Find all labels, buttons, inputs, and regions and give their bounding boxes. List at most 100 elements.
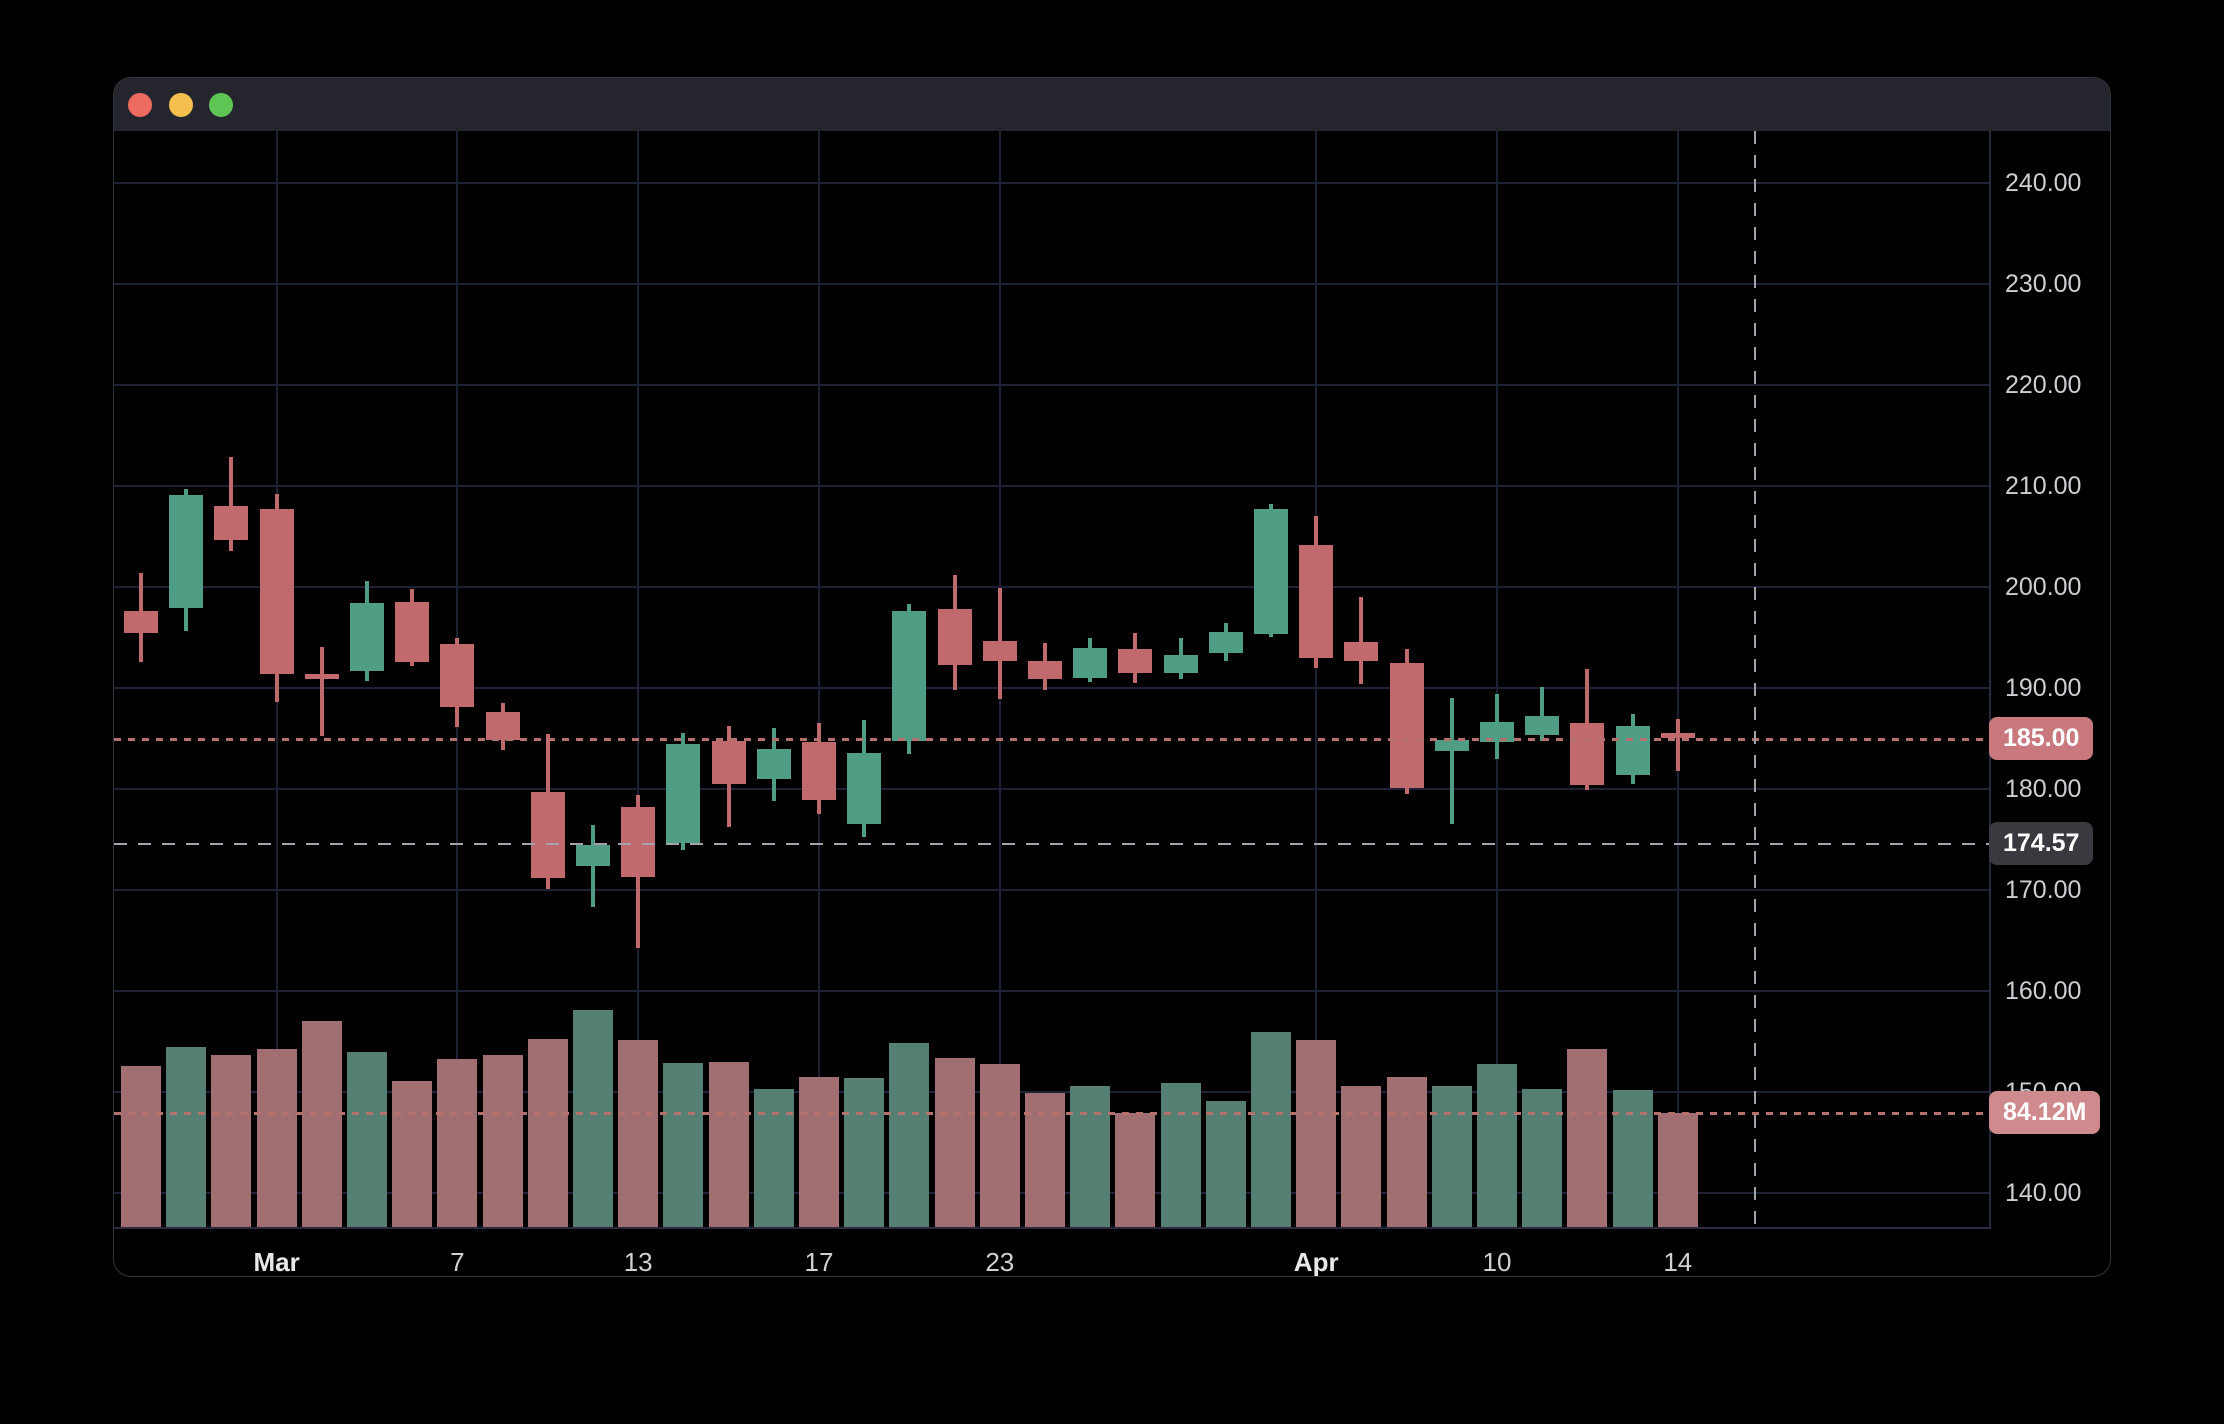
time-gridline <box>637 131 640 1227</box>
time-axis-border[interactable] <box>114 1227 1991 1229</box>
candle-body <box>982 640 1017 661</box>
candle-body <box>937 609 972 665</box>
time-gridline <box>1676 131 1679 1227</box>
price-gridline <box>114 283 1989 285</box>
candle-wick <box>1540 686 1545 741</box>
volume-bar <box>1205 1100 1246 1227</box>
price-axis-border[interactable] <box>1989 131 1991 1227</box>
candle-wick <box>1449 698 1454 825</box>
candle-wick <box>229 456 234 551</box>
candle-wick <box>591 825 595 908</box>
candle-body <box>756 748 791 779</box>
candle-body <box>802 741 836 801</box>
candle-body <box>666 743 701 843</box>
candle-body <box>1480 722 1514 742</box>
close-button[interactable] <box>128 93 152 117</box>
candle-body <box>1570 723 1605 785</box>
volume-bar <box>301 1020 342 1227</box>
price-gridline <box>114 1091 1989 1093</box>
time-axis-label: 17 <box>804 1247 834 1277</box>
volume-bar <box>1070 1086 1111 1227</box>
volume-bar <box>482 1054 523 1227</box>
price-gridline <box>114 586 1989 588</box>
candle-body <box>1389 662 1424 788</box>
time-gridline <box>1496 131 1498 1227</box>
volume-bar <box>708 1061 749 1227</box>
candle-wick <box>1359 597 1364 684</box>
last-volume-line <box>114 1111 1989 1115</box>
volume-bar <box>166 1046 207 1227</box>
price-gridline <box>114 384 1989 386</box>
candle-body <box>892 611 927 741</box>
volume-bar <box>527 1038 568 1227</box>
candle-body <box>1118 648 1153 673</box>
candle-body <box>1660 733 1695 739</box>
volume-bar <box>844 1077 885 1227</box>
candle-body <box>1163 654 1198 673</box>
volume-bar <box>618 1039 659 1227</box>
crosshair-price-badge: 174.57 <box>1989 821 2094 865</box>
last-volume-badge: 84.12M <box>1989 1090 2101 1134</box>
price-axis-label: 210.00 <box>2005 472 2082 500</box>
price-gridline <box>114 990 1989 992</box>
candle-body <box>485 712 520 740</box>
volume-bar <box>573 1010 613 1227</box>
candle-body <box>1525 716 1560 736</box>
price-axis-label: 180.00 <box>2005 775 2082 803</box>
price-axis-label: 240.00 <box>2005 169 2082 197</box>
price-axis-label: 190.00 <box>2005 674 2082 702</box>
candle-body <box>1615 726 1650 775</box>
candle-body <box>259 509 294 674</box>
window-titlebar[interactable] <box>114 78 2110 131</box>
candle-body <box>304 673 339 679</box>
candle-body <box>169 495 204 609</box>
volume-bar <box>753 1088 794 1227</box>
volume-bar <box>1115 1113 1156 1227</box>
time-axis-label: 7 <box>450 1247 465 1277</box>
price-axis-label: 160.00 <box>2005 977 2082 1005</box>
volume-bar <box>934 1057 975 1227</box>
volume-bar <box>1567 1049 1608 1227</box>
candle-body <box>1254 509 1288 635</box>
time-axis-label: Mar <box>253 1247 300 1277</box>
candle-body <box>214 506 249 540</box>
volume-bar <box>1431 1086 1472 1227</box>
volume-bar <box>1386 1076 1427 1227</box>
price-gridline <box>114 687 1989 689</box>
app-window: 240.00 230.00 220.00 210.00 200.00 190.00 180.… <box>113 77 2111 1277</box>
volume-bar <box>1025 1092 1065 1227</box>
candle-body <box>1028 660 1062 679</box>
last-price-badge: 185.00 <box>1989 716 2094 760</box>
candle-body <box>621 807 656 877</box>
candle-body <box>530 792 565 878</box>
price-axis-label: 200.00 <box>2005 573 2082 601</box>
volume-bar <box>256 1049 297 1227</box>
volume-bar <box>1477 1064 1517 1227</box>
time-axis-label: 13 <box>623 1247 653 1277</box>
time-axis-label: 14 <box>1663 1247 1693 1277</box>
volume-bar <box>663 1063 704 1227</box>
crosshair-vertical-line <box>1753 131 1756 1227</box>
candle-body <box>1208 632 1243 653</box>
time-axis-label: 23 <box>985 1247 1015 1277</box>
candle-wick <box>319 646 324 737</box>
price-gridline <box>114 182 1989 184</box>
volume-bar <box>1160 1083 1201 1227</box>
candle-body <box>576 844 610 866</box>
volume-bar <box>392 1080 433 1227</box>
candle-body <box>1344 641 1379 661</box>
candle-body <box>1299 544 1334 658</box>
minimize-button[interactable] <box>169 93 193 117</box>
volume-bar <box>1296 1039 1337 1227</box>
volume-bar <box>1251 1031 1291 1227</box>
price-axis-label: 230.00 <box>2005 270 2082 298</box>
candle-body <box>1073 647 1108 678</box>
candle-body <box>395 602 430 662</box>
volume-bar <box>1657 1112 1698 1227</box>
volume-bar <box>1522 1088 1563 1227</box>
price-axis-label: 170.00 <box>2005 876 2082 904</box>
chart-pane[interactable]: 240.00 230.00 220.00 210.00 200.00 190.00 180.… <box>114 78 2110 1276</box>
candle-body <box>350 603 384 671</box>
zoom-button[interactable] <box>209 93 233 117</box>
volume-bar <box>1341 1086 1382 1227</box>
